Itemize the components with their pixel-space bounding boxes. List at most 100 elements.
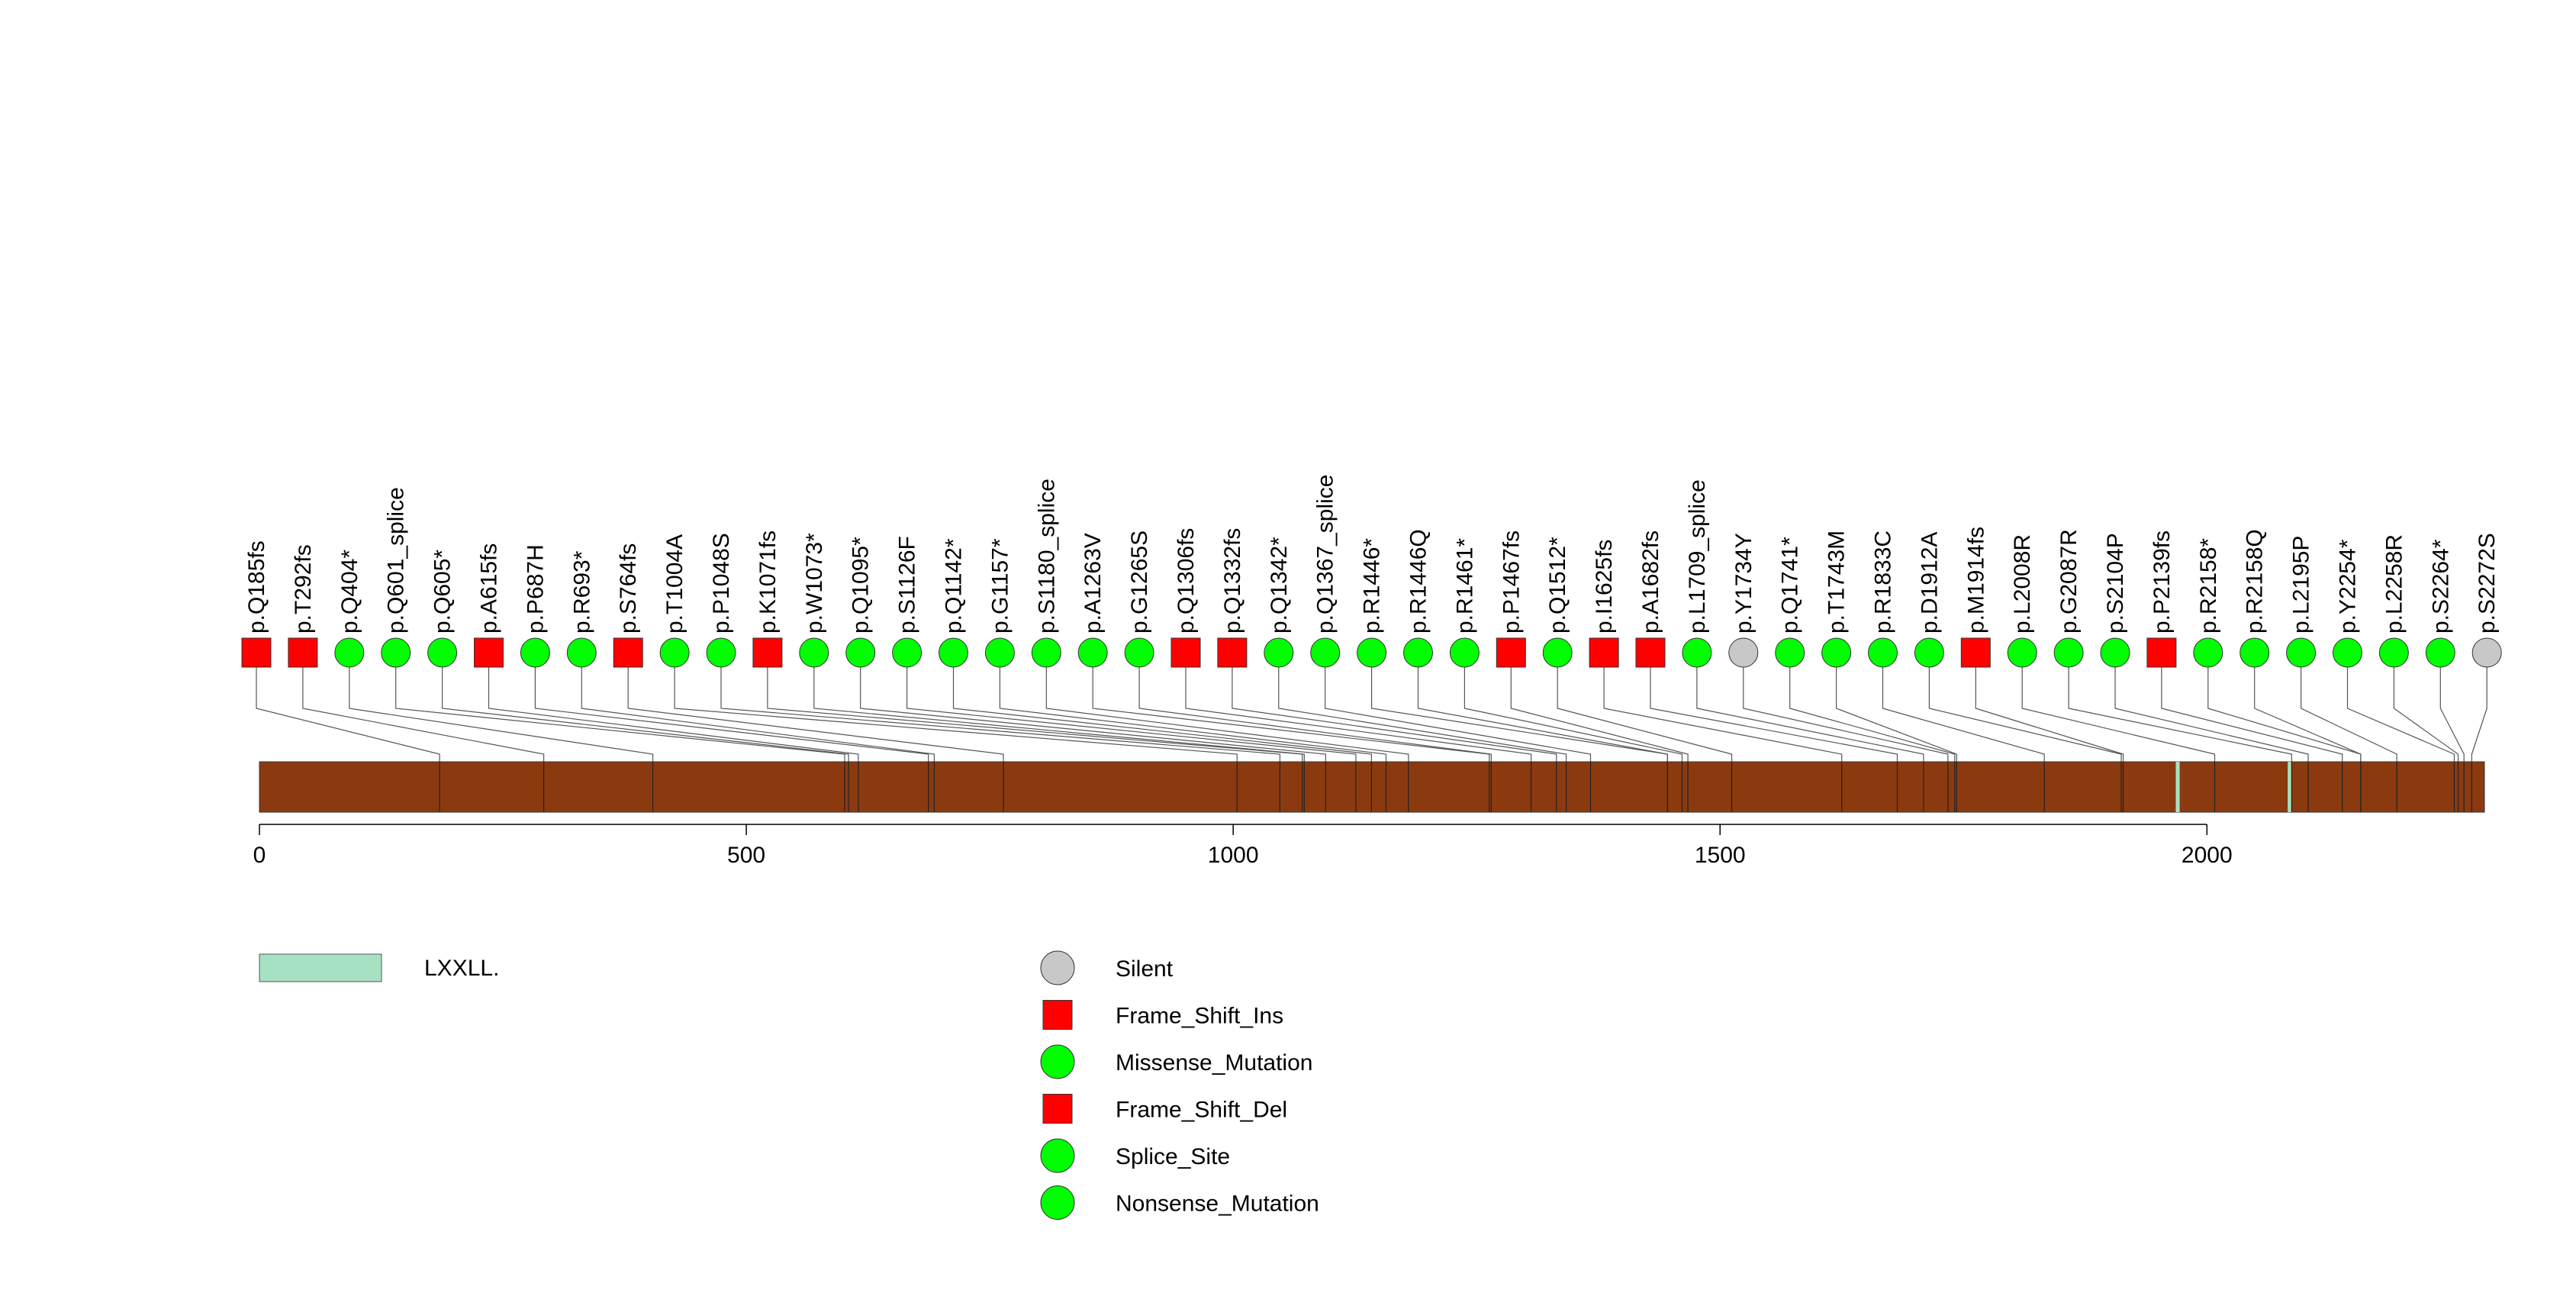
connector-line [1092, 667, 1490, 762]
connector-line [1836, 667, 1957, 762]
legend-label: Frame_Shift_Del [1116, 1098, 1287, 1123]
mutation-marker-square[interactable] [2146, 637, 2177, 668]
mutation-label: p.Q1367_splice [1313, 475, 1338, 634]
protein-bar [259, 761, 2485, 813]
legend-circle-icon [1040, 1185, 1075, 1220]
mutation-marker-circle[interactable] [2193, 637, 2223, 668]
mutation-label: p.R693* [569, 550, 594, 634]
mutation-marker-circle[interactable] [1310, 637, 1341, 668]
mutation-label: p.Q1342* [1267, 537, 1292, 634]
connector-line [1603, 667, 1843, 762]
mutation-marker-circle[interactable] [984, 637, 1015, 668]
mutation-label: p.A1682fs [1638, 531, 1663, 634]
mutation-label: p.Q1306fs [1174, 528, 1199, 634]
mutation-marker-circle[interactable] [1682, 637, 1712, 668]
mutation-marker-circle[interactable] [2053, 637, 2084, 668]
mutation-marker-circle[interactable] [799, 637, 829, 668]
connector-line [1789, 667, 1956, 762]
connector-line [999, 667, 1387, 762]
mutation-label: p.G2087R [2056, 529, 2082, 634]
mutation-marker-circle[interactable] [2425, 637, 2455, 668]
protein-track [259, 761, 2485, 813]
legend-square-icon [1042, 1094, 1073, 1124]
mutation-marker-circle[interactable] [1775, 637, 1805, 668]
mutation-label: p.T1004A [662, 534, 687, 634]
mutation-marker-square[interactable] [752, 637, 783, 668]
mutation-label: p.S764fs [616, 543, 641, 634]
connector-line [2068, 667, 2292, 762]
mutation-marker-square[interactable] [241, 637, 272, 668]
mutation-marker-circle[interactable] [334, 637, 365, 668]
connector-line [302, 667, 545, 762]
mutation-type-legend: Silent Frame_Shift_Ins Missense_Mutation Fr… [1040, 950, 1319, 1220]
mutation-marker-square[interactable] [1496, 637, 1526, 668]
mutation-marker-circle[interactable] [2378, 637, 2409, 668]
mutation-label: p.Q1142* [942, 538, 967, 634]
mutation-marker-circle[interactable] [1264, 637, 1294, 668]
connector-line [952, 667, 1372, 762]
connector-line [1975, 667, 2124, 762]
connector-line [1370, 667, 1668, 762]
mutation-marker-circle[interactable] [381, 637, 411, 668]
connector-line [2254, 667, 2362, 762]
mutation-label: p.T292fs [291, 544, 316, 634]
mutation-marker-circle[interactable] [566, 637, 597, 668]
mutation-marker-circle[interactable] [2471, 637, 2502, 668]
legend-label: Nonsense_Mutation [1116, 1192, 1319, 1217]
mutation-label: p.R1446* [1360, 538, 1385, 634]
connector-line [1557, 667, 1733, 762]
mutation-marker-circle[interactable] [1821, 637, 1852, 668]
mutation-label: p.R2158Q [2243, 529, 2268, 634]
mutation-marker-circle[interactable] [2286, 637, 2317, 668]
mutation-marker-square[interactable] [474, 637, 504, 668]
mutation-label: p.Q1095* [848, 537, 874, 634]
x-axis: 0 500 1000 1500 2000 [253, 824, 2233, 868]
mutation-marker-circle[interactable] [2333, 637, 2362, 668]
mutation-marker-circle[interactable] [1124, 637, 1154, 668]
mutation-marker-square[interactable] [1170, 637, 1201, 668]
mutation-marker-square[interactable] [1635, 637, 1666, 668]
mutation-marker-circle[interactable] [659, 637, 690, 668]
domain-legend: LXXLL. [259, 953, 499, 982]
mutation-label: p.R1446Q [1406, 529, 1431, 634]
mutation-marker-circle[interactable] [520, 637, 550, 668]
mutation-marker-circle[interactable] [1077, 637, 1108, 668]
mutation-marker-circle[interactable] [1449, 637, 1480, 668]
x-tick-label: 1000 [1208, 843, 1259, 868]
mutation-label: p.M1914fs [1963, 527, 1988, 634]
mutation-marker-circle[interactable] [845, 637, 876, 668]
connector-line [906, 667, 1357, 762]
mutation-label: p.D1912A [1917, 532, 1942, 634]
mutation-marker-square[interactable] [1589, 637, 1619, 668]
mutation-marker-circle[interactable] [1868, 637, 1898, 668]
mutation-label: p.Q605* [430, 550, 456, 634]
x-tick-label: 1500 [1695, 843, 1746, 868]
mutation-marker-circle[interactable] [1914, 637, 1944, 668]
mutation-marker-square[interactable] [1217, 637, 1248, 668]
mutation-marker-circle[interactable] [1542, 637, 1573, 668]
mutation-marker-circle[interactable] [939, 637, 968, 668]
mutation-marker-circle[interactable] [1357, 637, 1387, 668]
mutation-label: p.Q404* [337, 550, 362, 634]
connector-line [581, 667, 935, 762]
mutation-marker-circle[interactable] [1728, 637, 1759, 668]
mutation-marker-circle[interactable] [427, 637, 458, 668]
mutation-label: p.I1625fs [1592, 540, 1617, 634]
mutation-label: p.S1180_splice [1034, 479, 1059, 634]
mutation-marker-circle[interactable] [892, 637, 923, 668]
mutation-label: p.G1265S [1127, 531, 1152, 634]
connector-line [1325, 667, 1592, 762]
mutation-marker-circle[interactable] [2100, 637, 2130, 668]
mutation-marker-square[interactable] [613, 637, 643, 668]
mutation-marker-square[interactable] [1960, 637, 1991, 668]
legend-label: Silent [1116, 956, 1174, 982]
mutation-marker-square[interactable] [288, 637, 318, 668]
mutation-marker-circle[interactable] [2240, 637, 2270, 668]
mutation-marker-circle[interactable] [1403, 637, 1433, 668]
mutation-marker-circle[interactable] [1031, 637, 1061, 668]
connector-line [1928, 667, 2122, 762]
mutation-marker-circle[interactable] [2007, 637, 2037, 668]
mutation-label: p.R1833C [1871, 531, 1896, 634]
connector-line [2161, 667, 2343, 762]
mutation-marker-circle[interactable] [706, 637, 736, 668]
